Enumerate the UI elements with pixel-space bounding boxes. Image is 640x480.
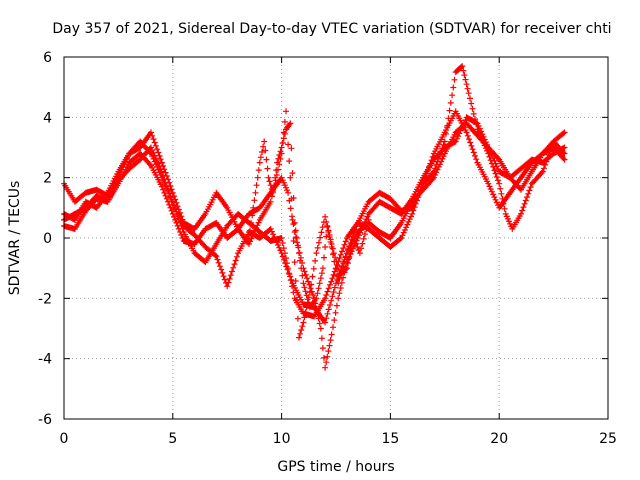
y-tick-label: -2	[38, 291, 52, 307]
x-tick-label: 5	[168, 431, 177, 447]
series-markers	[246, 120, 372, 311]
x-tick-label: 0	[60, 431, 69, 447]
x-tick-label: 25	[599, 431, 617, 447]
y-tick-label: 2	[43, 171, 52, 187]
series-track-a	[61, 108, 568, 320]
x-tick-label: 15	[381, 431, 399, 447]
data-points	[61, 63, 568, 371]
axis-ticks: 0 5 10 15 20 25 -6 -4 -2 0 2 4 6	[38, 50, 617, 447]
y-tick-label: 4	[43, 110, 52, 126]
x-tick-label: 10	[273, 431, 291, 447]
y-axis-label: SDTVAR / TECUs	[7, 181, 23, 296]
series-track-e	[246, 120, 372, 311]
x-axis-label: GPS time / hours	[277, 459, 394, 475]
y-tick-label: -6	[38, 412, 52, 428]
y-tick-label: 0	[43, 231, 52, 247]
series-markers	[61, 108, 568, 320]
chart-title: Day 357 of 2021, Sidereal Day-to-day VTE…	[52, 21, 611, 37]
y-tick-label: 6	[43, 50, 52, 66]
x-tick-label: 20	[490, 431, 508, 447]
y-tick-label: -4	[38, 352, 52, 368]
grid-lines	[64, 57, 608, 419]
